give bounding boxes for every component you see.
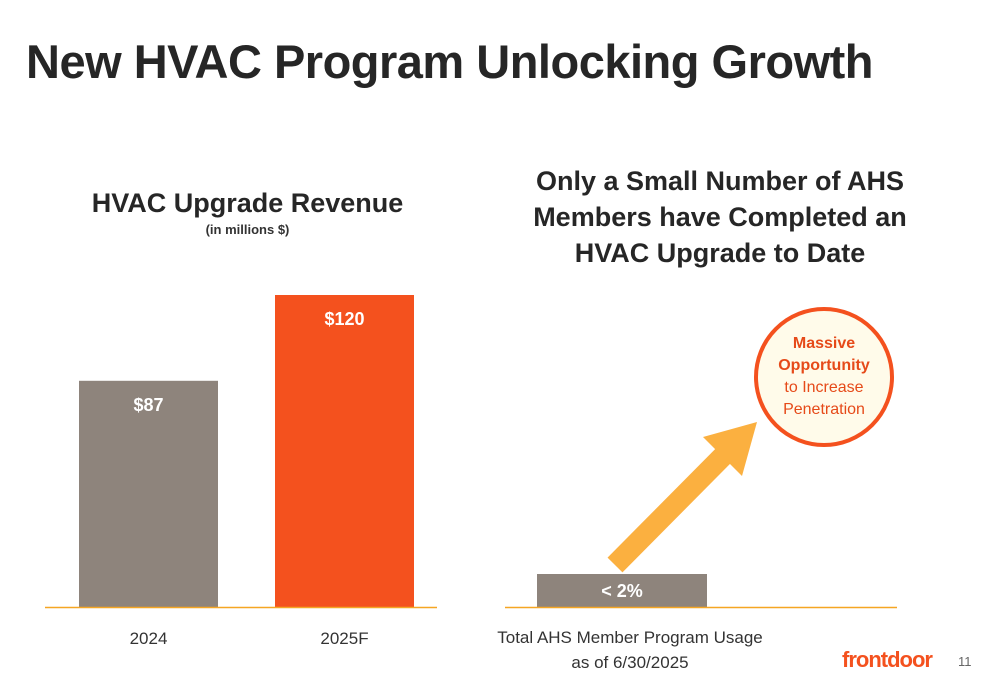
revenue-data-label: $87	[133, 395, 163, 415]
usage-data-label: < 2%	[601, 581, 643, 601]
usage-x-label-line-1: Total AHS Member Program Usage	[497, 628, 763, 647]
opportunity-callout: Massive Opportunity to Increase Penetrat…	[754, 307, 894, 447]
opportunity-line-3: to Increase	[784, 379, 864, 396]
revenue-bar-2024	[79, 380, 218, 607]
usage-bar	[537, 574, 707, 607]
revenue-bar-2025f	[275, 295, 414, 607]
usage-x-axis-label: Total AHS Member Program Usage as of 6/3…	[480, 625, 780, 675]
usage-title-line-3: HVAC Upgrade to Date	[574, 238, 866, 268]
growth-arrow-icon	[607, 422, 757, 573]
slide-title: New HVAC Program Unlocking Growth	[26, 35, 874, 88]
revenue-chart-title: HVAC Upgrade Revenue	[91, 188, 404, 218]
revenue-data-label: $120	[324, 309, 364, 329]
usage-x-label-line-2: as of 6/30/2025	[571, 653, 689, 672]
revenue-chart: $87 2024 $120 2025F	[45, 295, 437, 648]
opportunity-line-1: Massive	[792, 335, 856, 352]
opportunity-line-4: Penetration	[783, 401, 865, 418]
opportunity-line-2: Opportunity	[778, 357, 870, 374]
usage-chart: < 2%	[505, 574, 897, 609]
revenue-x-tick-label: 2025F	[320, 629, 368, 648]
page-number: 11	[958, 654, 972, 669]
usage-section-title: Only a Small Number of AHS Members have …	[520, 163, 920, 271]
revenue-chart-subtitle: (in millions $)	[205, 222, 290, 237]
usage-title-line-2: Members have Completed an	[533, 202, 907, 232]
usage-title-line-1: Only a Small Number of AHS	[535, 166, 905, 196]
revenue-x-tick-label: 2024	[130, 629, 168, 648]
frontdoor-logo: frontdoor	[842, 647, 933, 672]
